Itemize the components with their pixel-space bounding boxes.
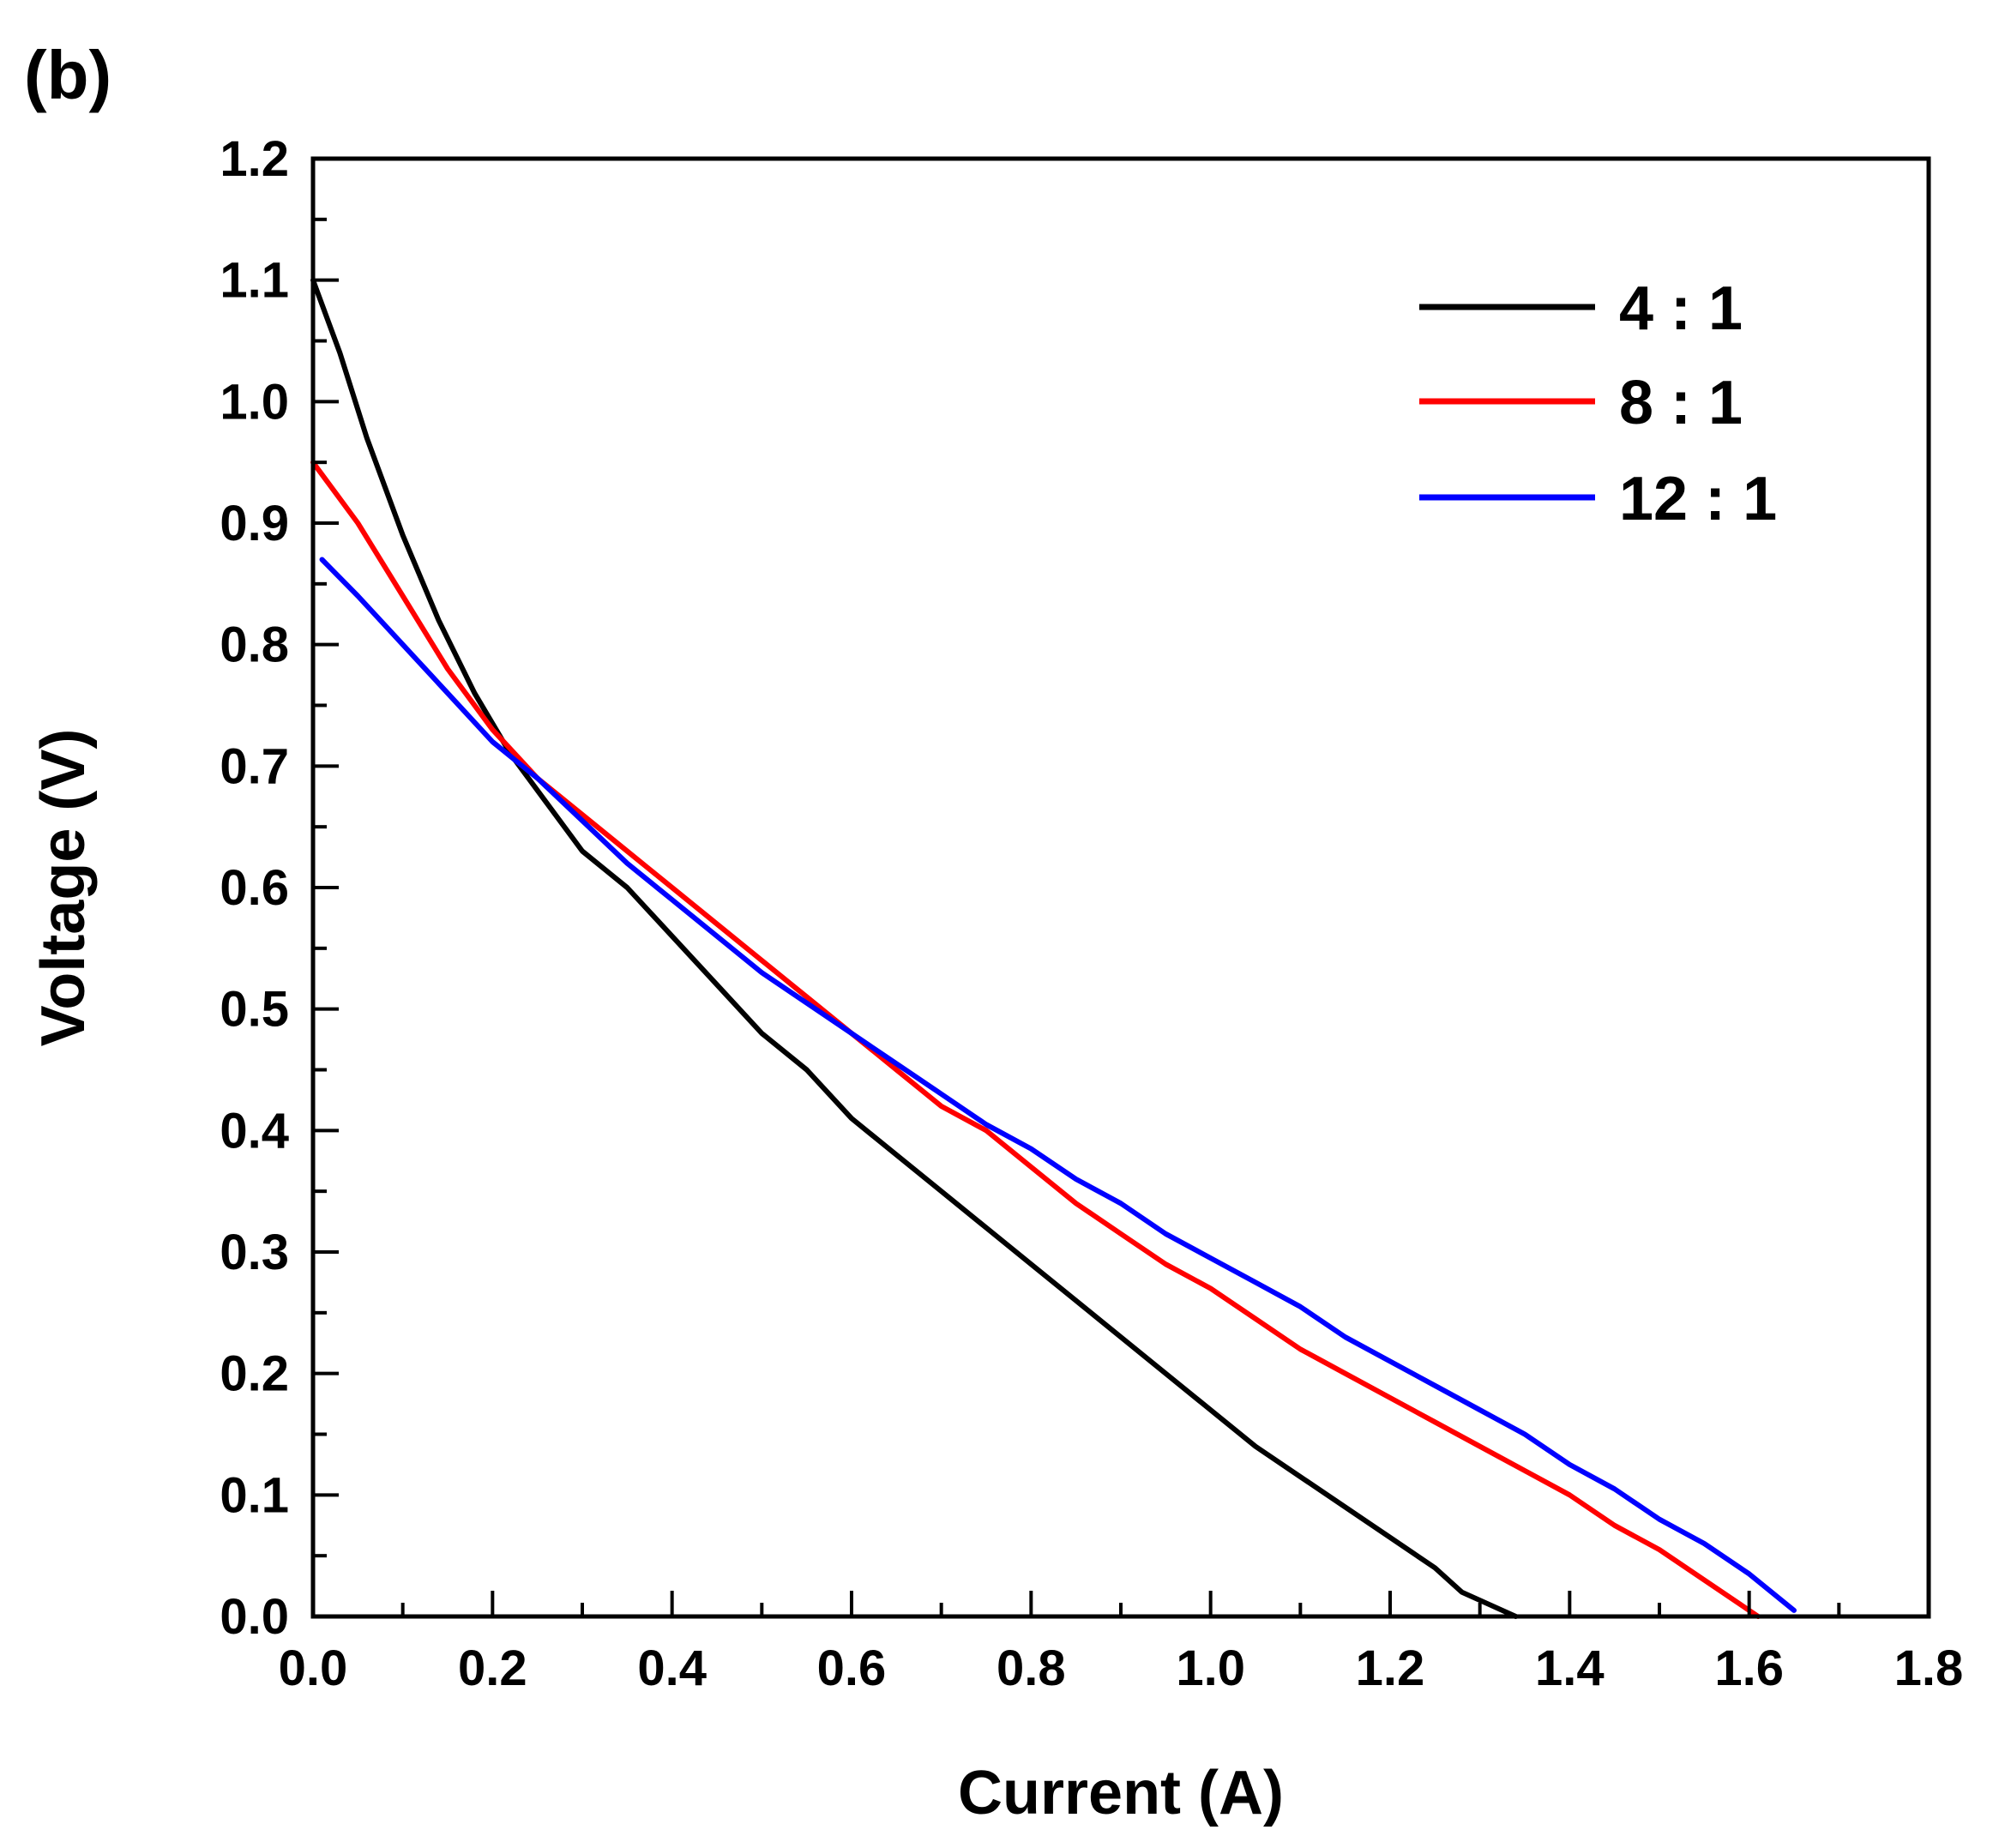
x-tick-label: 0.6: [817, 1640, 887, 1696]
y-tick-label: 0.6: [220, 860, 289, 916]
plot-area-frame: [310, 156, 1931, 1619]
y-tick-label: 0.0: [220, 1589, 289, 1645]
y-axis-title: Voltage (V): [29, 729, 98, 1047]
y-tick-label: 0.3: [220, 1225, 289, 1280]
y-tick-label: 1.0: [220, 374, 289, 430]
x-tick-label: 0.4: [637, 1640, 707, 1696]
x-tick-label: 1.6: [1714, 1640, 1784, 1696]
x-tick-label: 1.4: [1535, 1640, 1605, 1696]
series-line-2: [319, 557, 1797, 1613]
x-tick-label: 0.0: [279, 1640, 348, 1696]
legend: 4 : 1 8 : 1 12 : 1: [1419, 274, 1777, 533]
series-line-0: [310, 277, 1519, 1619]
y-tick-label: 1.2: [220, 131, 289, 187]
y-tick-label: 1.1: [220, 253, 289, 309]
x-tick-label: 0.2: [458, 1640, 527, 1696]
y-tick-label: 0.7: [220, 738, 289, 794]
y-tick-label: 0.4: [220, 1103, 289, 1159]
y-tick-label: 0.5: [220, 982, 289, 1038]
y-tick-label: 0.2: [220, 1346, 289, 1402]
legend-label-1: 8 : 1: [1619, 369, 1743, 437]
x-tick-label: 1.0: [1176, 1640, 1245, 1696]
series-layer: [310, 277, 1797, 1619]
y-tick-label: 0.9: [220, 496, 289, 551]
y-tick-label: 0.8: [220, 617, 289, 673]
x-tick-label: 1.2: [1356, 1640, 1425, 1696]
x-tick-label: 0.8: [996, 1640, 1066, 1696]
y-tick-label: 0.1: [220, 1467, 289, 1523]
panel-label: (b): [24, 37, 111, 113]
x-tick-label: 1.8: [1894, 1640, 1964, 1696]
legend-label-0: 4 : 1: [1619, 274, 1743, 343]
x-axis-title: Current (A): [958, 1759, 1284, 1827]
legend-label-2: 12 : 1: [1619, 465, 1777, 533]
ticks-layer: 0.0 0.2 0.4 0.6 0.8 1.0 1.2 1.4 1.6 1.8 0.0 0.1 0.2 0…: [220, 131, 1963, 1696]
